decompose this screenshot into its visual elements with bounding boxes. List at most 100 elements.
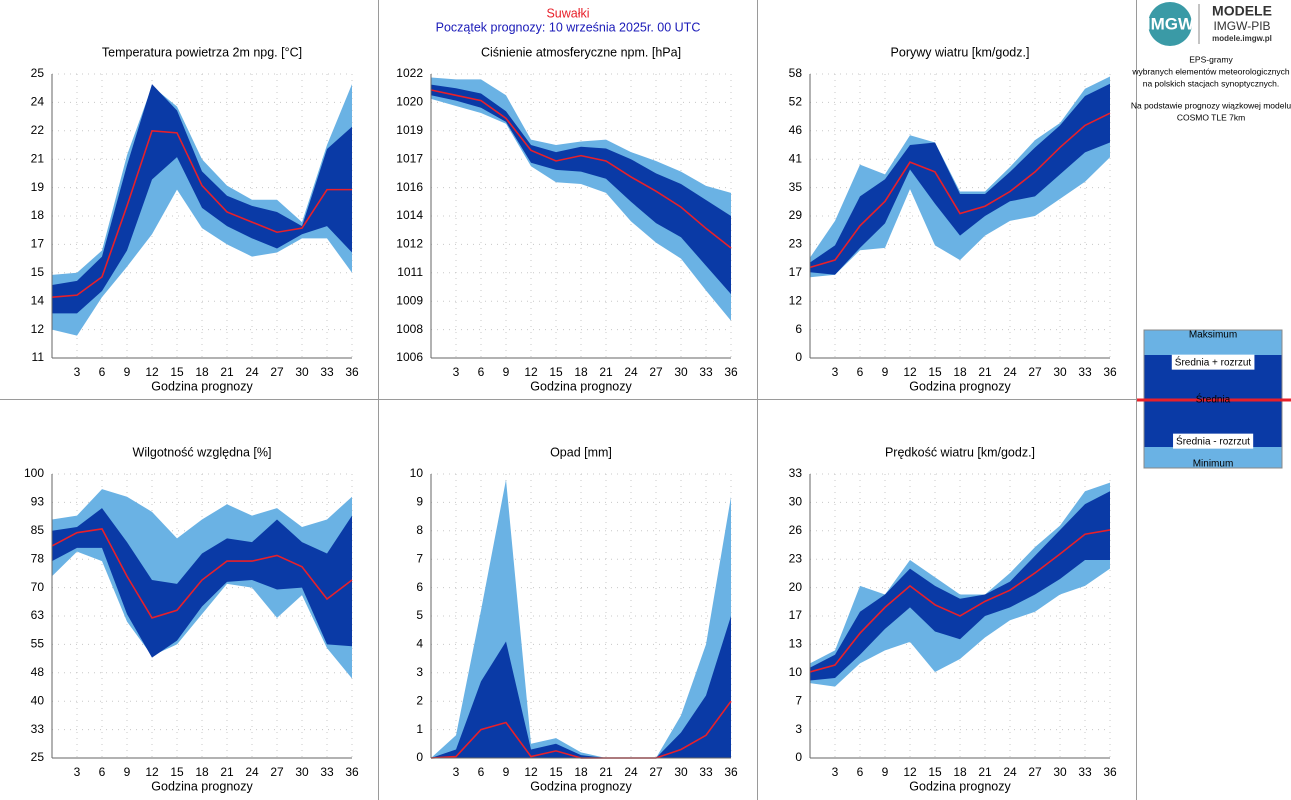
band-min-max	[52, 84, 352, 336]
x-tick-label: 33	[320, 765, 334, 779]
y-tick-label: 6	[416, 580, 423, 594]
x-tick-label: 36	[1103, 365, 1117, 379]
band-spread	[52, 508, 352, 658]
y-tick-label: 24	[31, 95, 45, 109]
y-tick-label: 10	[410, 466, 424, 480]
x-tick-label: 15	[170, 365, 184, 379]
y-tick-label: 2	[416, 693, 423, 707]
y-tick-label: 22	[31, 123, 45, 137]
y-tick-label: 1011	[397, 265, 423, 279]
band-min-max	[810, 482, 1110, 687]
station-name: Suwałki	[546, 6, 589, 20]
x-tick-label: 27	[270, 365, 284, 379]
x-tick-label: 27	[649, 365, 663, 379]
y-tick-label: 41	[789, 151, 803, 165]
x-tick-label: 30	[1053, 765, 1067, 779]
x-tick-label: 3	[832, 765, 839, 779]
forecast-start: Początek prognozy: 10 września 2025r. 00…	[436, 20, 701, 34]
x-tick-label: 3	[453, 365, 460, 379]
legend-label: Średnia	[1196, 393, 1231, 406]
x-tick-label: 24	[1003, 365, 1017, 379]
x-tick-label: 3	[832, 365, 839, 379]
x-tick-label: 6	[99, 365, 106, 379]
x-tick-label: 24	[245, 365, 259, 379]
x-tick-label: 12	[903, 365, 917, 379]
y-tick-label: 35	[789, 180, 803, 194]
y-tick-label: 1012	[396, 237, 423, 251]
x-axis-label: Godzina prognozy	[530, 379, 632, 393]
legend: Maksimum Średnia + rozrzut Średnia Średnia …	[1137, 329, 1291, 470]
y-tick-label: 58	[789, 66, 803, 80]
x-tick-label: 36	[345, 765, 359, 779]
description: EPS-gramy	[1189, 54, 1233, 64]
x-tick-label: 9	[124, 765, 131, 779]
y-tick-label: 11	[32, 350, 45, 364]
y-tick-label: 1022	[396, 66, 423, 80]
x-tick-label: 6	[857, 765, 864, 779]
x-tick-label: 21	[599, 765, 613, 779]
y-tick-label: 1008	[396, 322, 423, 336]
y-tick-label: 48	[31, 665, 45, 679]
y-tick-label: 6	[795, 322, 802, 336]
y-tick-label: 0	[795, 750, 802, 764]
x-tick-label: 3	[453, 765, 460, 779]
y-tick-label: 5	[416, 608, 423, 622]
x-tick-label: 36	[1103, 765, 1117, 779]
y-tick-label: 33	[31, 722, 45, 736]
x-tick-label: 33	[699, 365, 713, 379]
x-tick-label: 12	[145, 365, 159, 379]
mean-line	[809, 529, 1111, 673]
x-tick-label: 15	[928, 365, 942, 379]
x-tick-label: 30	[674, 765, 688, 779]
y-tick-label: 1020	[396, 95, 423, 109]
legend-label: Minimum	[1193, 459, 1234, 470]
y-tick-label: 30	[789, 495, 803, 509]
y-tick-label: 15	[31, 265, 45, 279]
y-tick-label: 4	[416, 637, 423, 651]
mean-line	[51, 528, 353, 619]
legend-label: Średnia + rozrzut	[1175, 356, 1252, 369]
band-spread	[431, 84, 731, 295]
y-tick-label: 19	[31, 180, 45, 194]
x-tick-label: 6	[857, 365, 864, 379]
y-tick-label: 26	[789, 523, 803, 537]
x-axis-label: Godzina prognozy	[151, 779, 253, 793]
x-tick-label: 6	[478, 765, 485, 779]
y-tick-label: 33	[789, 466, 803, 480]
legend-label: Maksimum	[1189, 330, 1237, 341]
y-tick-label: 0	[416, 750, 423, 764]
x-tick-label: 12	[145, 765, 159, 779]
x-tick-label: 15	[549, 365, 563, 379]
chart-title: Opad [mm]	[550, 445, 612, 459]
y-tick-label: 1017	[396, 151, 423, 165]
x-tick-label: 12	[903, 765, 917, 779]
description: Na podstawie prognozy wiązkowej modelu	[1131, 100, 1291, 110]
x-tick-label: 3	[74, 365, 81, 379]
band-min-max	[810, 76, 1110, 278]
x-tick-label: 24	[1003, 765, 1017, 779]
x-tick-label: 6	[99, 765, 106, 779]
band-spread	[810, 83, 1110, 275]
chart-title: Wilgotność względna [%]	[133, 445, 272, 459]
chart-title: Ciśnienie atmosferyczne npm. [hPa]	[481, 45, 681, 59]
x-axis-label: Godzina prognozy	[909, 779, 1011, 793]
x-tick-label: 12	[524, 365, 538, 379]
y-tick-label: 20	[789, 580, 803, 594]
x-tick-label: 15	[170, 765, 184, 779]
x-tick-label: 36	[724, 765, 738, 779]
org: IMGW-PIB	[1213, 19, 1270, 33]
y-tick-label: 25	[31, 66, 45, 80]
x-tick-label: 24	[624, 365, 638, 379]
y-tick-label: 1019	[396, 123, 423, 137]
y-tick-label: 63	[31, 608, 45, 622]
y-tick-label: 3	[795, 722, 802, 736]
description: COSMO TLE 7km	[1177, 112, 1245, 122]
x-axis-label: Godzina prognozy	[909, 379, 1011, 393]
y-tick-label: 12	[31, 322, 45, 336]
logo-text: IMGW	[1146, 14, 1195, 33]
band-spread	[810, 491, 1110, 681]
y-tick-label: 0	[795, 350, 802, 364]
x-tick-label: 6	[478, 365, 485, 379]
x-tick-label: 30	[295, 365, 309, 379]
